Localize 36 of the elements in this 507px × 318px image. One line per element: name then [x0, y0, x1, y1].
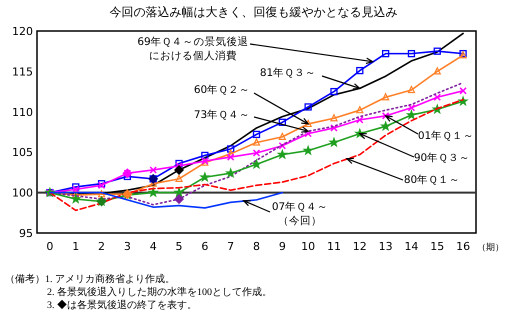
- x-axis-title: （期）: [477, 242, 504, 253]
- y-tick-label: 115: [12, 65, 33, 78]
- annotation: 73年Ｑ４～: [194, 109, 250, 121]
- text: 2. 各景気後退入りした期の水準を100として作成。: [47, 286, 272, 298]
- y-tick-label: 105: [12, 146, 33, 160]
- x-tick-label: 10: [301, 240, 316, 253]
- x-tick-label: 15: [430, 240, 444, 253]
- y-tick-label: 120: [12, 25, 33, 38]
- x-tick-label: 2: [98, 240, 106, 253]
- x-tick-label: 12: [352, 240, 367, 253]
- x-tick-label: 7: [227, 240, 234, 253]
- x-tick-label: 13: [378, 240, 393, 253]
- text: 3. ◆は各景気後退の終了を表す。: [47, 299, 197, 311]
- text: （備考）1. アメリカ商務省より作成。: [5, 273, 175, 285]
- chart-title: 今回の落込み幅は大きく、回復も緩やかとなる見込み: [110, 5, 398, 19]
- x-tick-label: 8: [253, 240, 260, 253]
- x-tick-label: 11: [326, 240, 341, 253]
- x-tick-label: 14: [404, 240, 418, 253]
- x-tick-label: 3: [124, 240, 131, 253]
- annotation: 01年Ｑ１～: [418, 130, 474, 142]
- annotation: 81年Ｑ３～: [260, 67, 316, 79]
- x-tick-label: 4: [150, 240, 157, 253]
- x-tick-label: 0: [46, 240, 54, 253]
- x-tick-label: 16: [456, 240, 470, 253]
- y-tick-label: 110: [12, 106, 33, 119]
- y-tick-label: 95: [19, 227, 33, 240]
- x-tick-label: 5: [176, 240, 183, 253]
- y-tick-label: 100: [12, 186, 33, 200]
- annotation: 90年Ｑ３～: [414, 152, 470, 164]
- x-tick-label: 9: [278, 240, 286, 253]
- annotation: 60年Ｑ２～: [194, 84, 250, 96]
- annotation: 69年Ｑ４～の景気後退における個人消費: [137, 35, 249, 62]
- annotation: 07年Ｑ４～（今回）: [272, 201, 328, 227]
- x-tick-label: 1: [72, 240, 80, 253]
- x-tick-label: 6: [201, 240, 208, 253]
- annotation: 80年Ｑ１～: [404, 174, 460, 186]
